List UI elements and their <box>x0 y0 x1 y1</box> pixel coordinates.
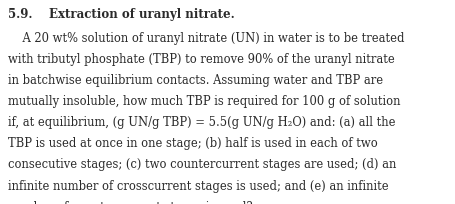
Text: infinite number of crosscurrent stages is used; and (e) an infinite: infinite number of crosscurrent stages i… <box>8 179 389 192</box>
Text: 5.9.    Extraction of uranyl nitrate.: 5.9. Extraction of uranyl nitrate. <box>8 8 235 21</box>
Text: consecutive stages; (c) two countercurrent stages are used; (d) an: consecutive stages; (c) two countercurre… <box>8 158 397 171</box>
Text: mutually insoluble, how much TBP is required for 100 g of solution: mutually insoluble, how much TBP is requ… <box>8 95 401 108</box>
Text: number of countercurrent stages is used?: number of countercurrent stages is used? <box>8 200 253 204</box>
Text: if, at equilibrium, (g UN/g TBP) = 5.5(g UN/g H₂O) and: (a) all the: if, at equilibrium, (g UN/g TBP) = 5.5(g… <box>8 116 396 129</box>
Text: A 20 wt% solution of uranyl nitrate (UN) in water is to be treated: A 20 wt% solution of uranyl nitrate (UN)… <box>8 32 404 44</box>
Text: TBP is used at once in one stage; (b) half is used in each of two: TBP is used at once in one stage; (b) ha… <box>8 137 378 150</box>
Text: in batchwise equilibrium contacts. Assuming water and TBP are: in batchwise equilibrium contacts. Assum… <box>8 74 383 86</box>
Text: with tributyl phosphate (TBP) to remove 90% of the uranyl nitrate: with tributyl phosphate (TBP) to remove … <box>8 53 395 65</box>
